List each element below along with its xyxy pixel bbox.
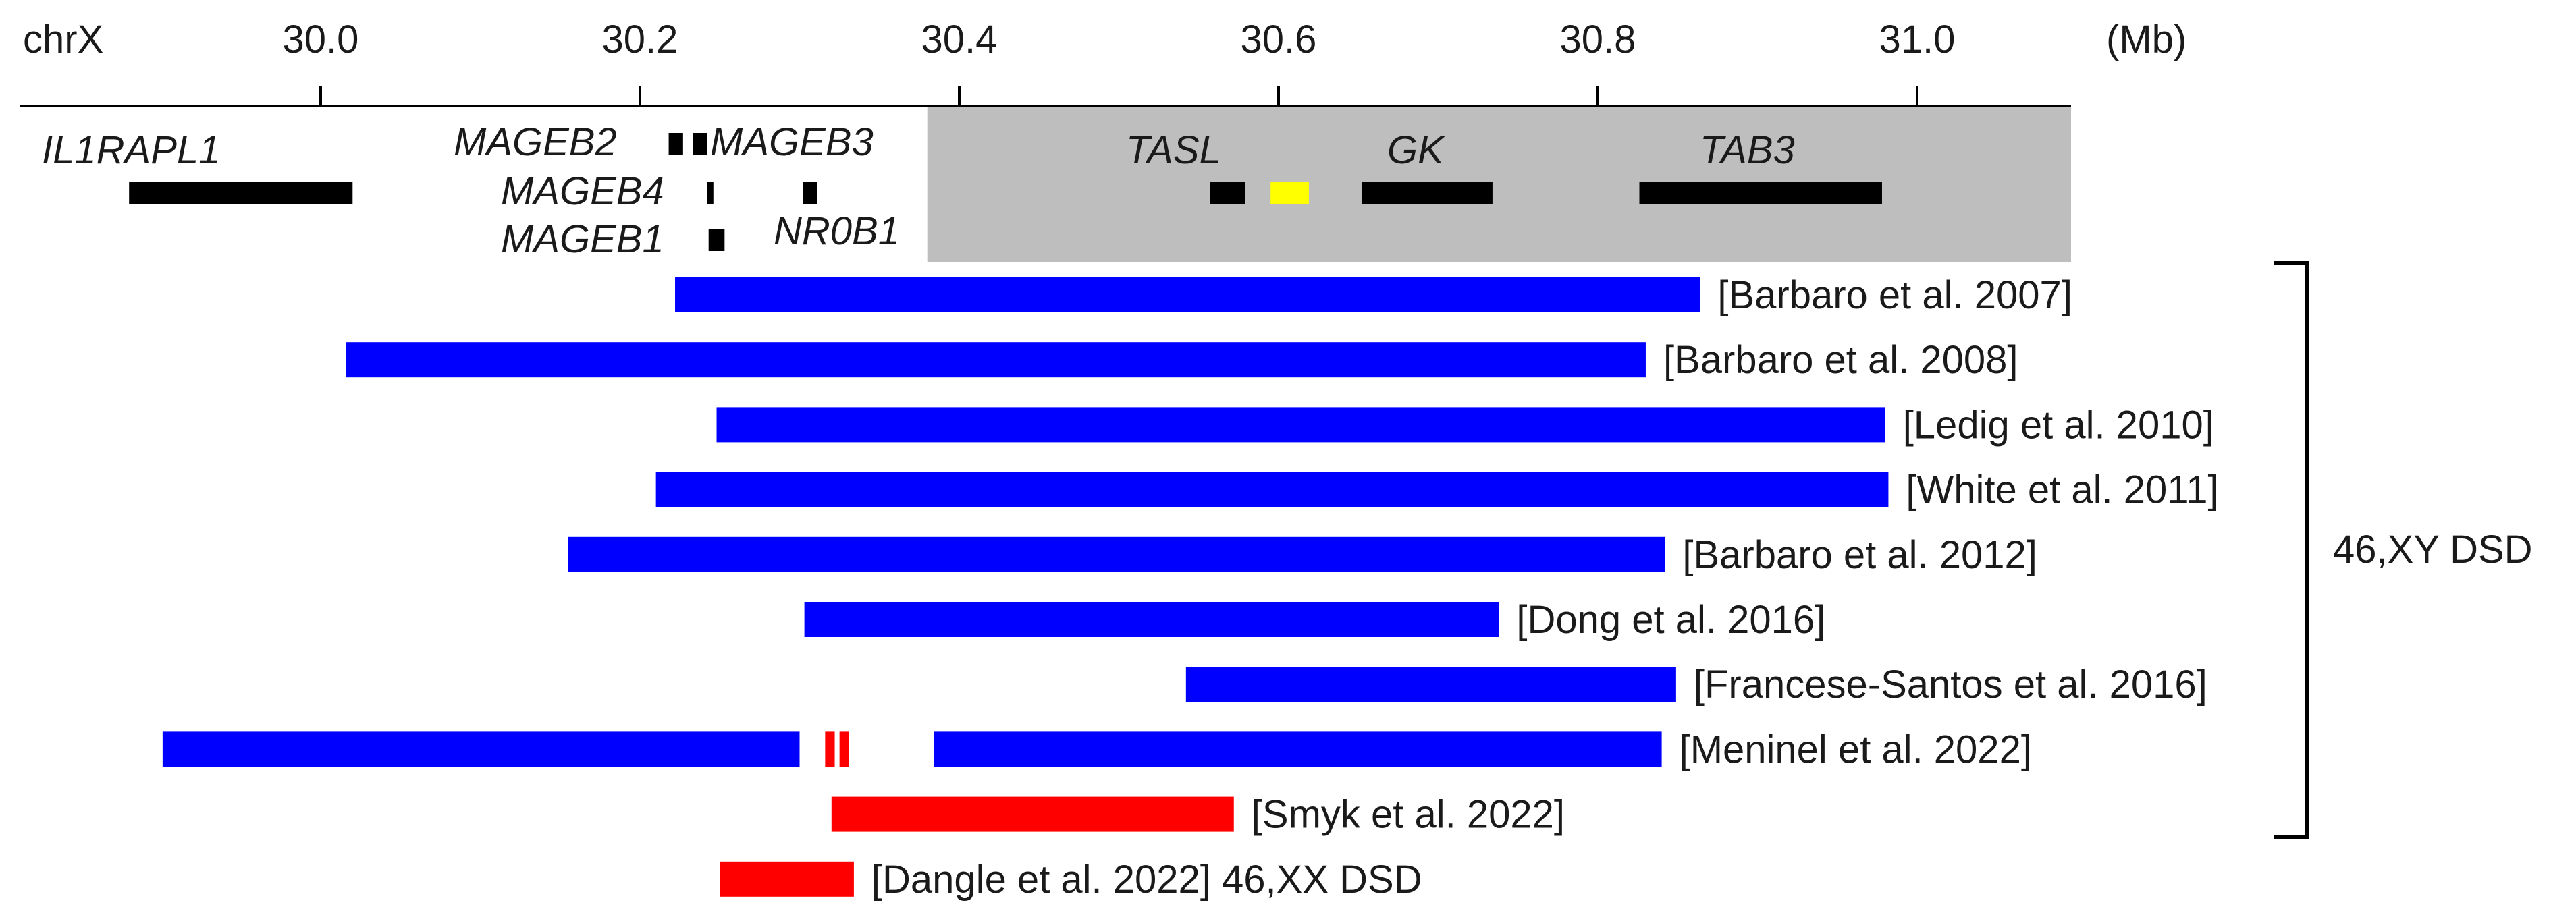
deletion-bar-ledig-2010 bbox=[716, 407, 1885, 443]
axis-tick-label: 31.0 bbox=[1879, 18, 1956, 61]
case-rows: [Barbaro et al. 2007] [Barbaro et al. 200… bbox=[162, 273, 2219, 902]
gene-bar-il1rapl1 bbox=[129, 182, 353, 204]
deletion-bar-barbaro-2012 bbox=[568, 536, 1665, 572]
gene-label-gk: GK bbox=[1387, 128, 1445, 172]
group-label: 46,XY DSD bbox=[2333, 528, 2533, 572]
deletion-bar-meninel-2022-1 bbox=[162, 731, 800, 767]
gene-bar-tasl bbox=[1210, 182, 1245, 204]
reference-label-meninel-2022: [Meninel et al. 2022] bbox=[1680, 727, 2032, 771]
gene-bar-unnamed bbox=[1270, 182, 1309, 204]
axis-tick-label: 30.8 bbox=[1560, 18, 1636, 61]
gene-label-mageb4: MAGEB4 bbox=[501, 169, 664, 213]
reference-label-barbaro-2012: [Barbaro et al. 2012] bbox=[1682, 533, 2037, 577]
deletion-bar-barbaro-2007 bbox=[675, 277, 1700, 312]
deletion-bar-dangle-2022 bbox=[720, 861, 854, 897]
gene-bar-mageb1 bbox=[708, 229, 725, 251]
reference-label-white-2011: [White et al. 2011] bbox=[1906, 468, 2218, 512]
gene-bar-tab3 bbox=[1639, 182, 1882, 204]
axis-tick-label: 30.6 bbox=[1241, 18, 1317, 61]
reference-label-smyk-2022: [Smyk et al. 2022] bbox=[1252, 793, 1565, 837]
gene-label-nr0b1: NR0B1 bbox=[774, 209, 900, 253]
gene-label-mageb3: MAGEB3 bbox=[710, 120, 874, 164]
deletion-bar-smyk-2022 bbox=[831, 796, 1234, 832]
deletion-bar-francese-santos-2016 bbox=[1185, 667, 1676, 702]
gene-bar-mageb2 bbox=[668, 133, 683, 155]
unit-label: (Mb) bbox=[2106, 18, 2186, 61]
axis-tick-label: 30.4 bbox=[921, 18, 998, 61]
deletion-bar-dong-2016 bbox=[804, 602, 1499, 637]
gene-label-tab3: TAB3 bbox=[1700, 128, 1795, 172]
reference-label-francese-santos-2016: [Francese-Santos et al. 2016] bbox=[1694, 663, 2207, 707]
gene-bar-mageb3 bbox=[693, 133, 707, 155]
reference-label-barbaro-2008: [Barbaro et al. 2008] bbox=[1663, 338, 2018, 382]
gene-bar-gk bbox=[1361, 182, 1493, 204]
deletion-bar-white-2011 bbox=[655, 472, 1889, 507]
axis-tick-label: 30.2 bbox=[602, 18, 678, 61]
reference-label-dong-2016: [Dong et al. 2016] bbox=[1516, 598, 1825, 642]
reference-label-barbaro-2007: [Barbaro et al. 2007] bbox=[1717, 273, 2072, 317]
gk-region-shading bbox=[927, 106, 2071, 262]
group-bracket bbox=[2274, 261, 2309, 839]
gene-label-mageb2: MAGEB2 bbox=[454, 120, 617, 164]
gene-bar-nr0b1 bbox=[803, 182, 817, 204]
chromosome-label: chrX bbox=[23, 18, 103, 61]
axis-ticks: 30.0 30.2 30.4 30.6 30.8 31.0 bbox=[283, 18, 1956, 106]
gene-label-mageb1: MAGEB1 bbox=[501, 217, 664, 261]
gene-label-tasl: TASL bbox=[1126, 128, 1221, 172]
gene-bar-mageb4 bbox=[707, 182, 714, 204]
reference-label-dangle-2022: [Dangle et al. 2022] 46,XX DSD bbox=[871, 858, 1422, 902]
deletion-bar-barbaro-2008 bbox=[346, 342, 1646, 378]
gene-bars bbox=[129, 133, 1882, 251]
deletion-bar-meninel-2022-3 bbox=[839, 731, 849, 767]
axis-tick-label: 30.0 bbox=[283, 18, 359, 61]
deletion-bar-meninel-2022-2 bbox=[825, 731, 835, 767]
reference-label-ledig-2010: [Ledig et al. 2010] bbox=[1903, 403, 2214, 447]
deletion-bar-meninel-2022-4 bbox=[934, 731, 1662, 767]
gene-label-il1rapl1: IL1RAPL1 bbox=[42, 128, 220, 172]
